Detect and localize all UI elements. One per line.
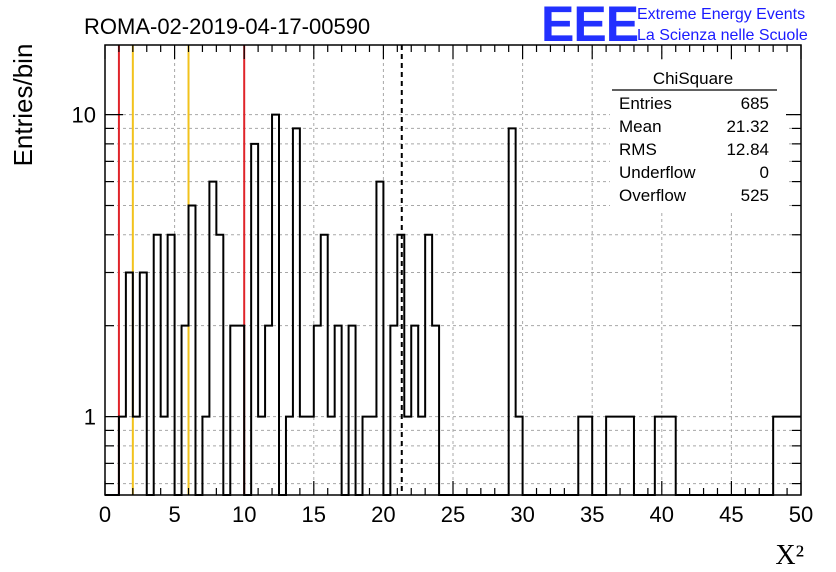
y-axis-label: Entries/bin bbox=[8, 44, 38, 167]
x-axis-label: X² bbox=[775, 540, 804, 571]
stats-title: ChiSquare bbox=[653, 69, 733, 88]
logo-line-1: Extreme Energy Events bbox=[637, 6, 805, 23]
stats-label: RMS bbox=[619, 140, 657, 159]
x-tick-label: 35 bbox=[580, 502, 604, 527]
x-tick-label: 40 bbox=[650, 502, 674, 527]
run-title: ROMA-02-2019-04-17-00590 bbox=[84, 14, 370, 39]
stats-value: 0 bbox=[760, 163, 769, 182]
stats-value: 21.32 bbox=[726, 117, 769, 136]
stats-value: 12.84 bbox=[726, 140, 769, 159]
stats-value: 685 bbox=[741, 94, 769, 113]
stats-label: Overflow bbox=[619, 186, 687, 205]
x-tick-label: 10 bbox=[232, 502, 256, 527]
eee-logo: EEE Extreme Energy Events La Scienza nel… bbox=[541, 0, 808, 52]
stats-box-background bbox=[610, 62, 786, 212]
x-tick-label: 50 bbox=[789, 502, 813, 527]
stats-label: Underflow bbox=[619, 163, 696, 182]
x-tick-label: 5 bbox=[168, 502, 180, 527]
stats-value: 525 bbox=[741, 186, 769, 205]
logo-line-2: La Scienza nelle Scuole bbox=[637, 27, 808, 44]
x-tick-label: 25 bbox=[441, 502, 465, 527]
stats-rows: Entries 685 Mean 21.32 RMS 12.84 Underflow 0 Ove… bbox=[619, 94, 769, 205]
x-tick-labels: 0 5 10 15 20 25 30 35 40 45 50 bbox=[99, 502, 813, 527]
stats-box: ChiSquare Entries 685 Mean 21.32 RMS 12.84 Und… bbox=[610, 62, 786, 212]
y-tick-label: 1 bbox=[84, 405, 96, 430]
y-tick-label: 10 bbox=[72, 103, 96, 128]
x-tick-label: 15 bbox=[302, 502, 326, 527]
y-tick-labels: 1 10 bbox=[72, 103, 96, 430]
x-tick-label: 0 bbox=[99, 502, 111, 527]
x-tick-label: 45 bbox=[719, 502, 743, 527]
stats-label: Mean bbox=[619, 117, 662, 136]
logo-mark: EEE bbox=[541, 0, 638, 52]
x-tick-label: 20 bbox=[371, 502, 395, 527]
axis-ticks bbox=[104, 45, 802, 495]
x-tick-label: 30 bbox=[510, 502, 534, 527]
stats-label: Entries bbox=[619, 94, 672, 113]
